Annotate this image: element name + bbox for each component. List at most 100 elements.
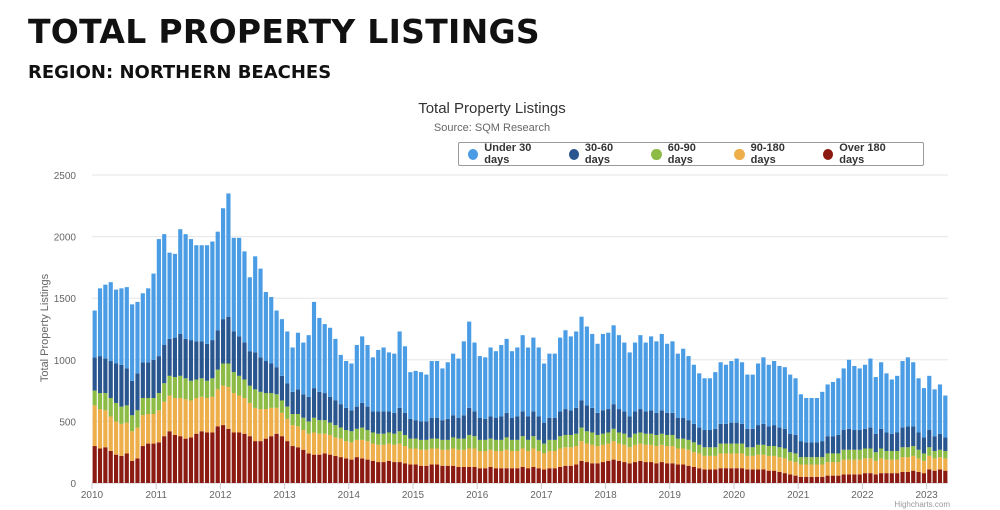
bar-segment[interactable] bbox=[525, 439, 531, 451]
bar-segment[interactable] bbox=[499, 450, 504, 469]
bar-segment[interactable] bbox=[424, 465, 429, 483]
bar-segment[interactable] bbox=[600, 462, 606, 483]
bar-segment[interactable] bbox=[322, 324, 327, 394]
bar-segment[interactable] bbox=[905, 357, 910, 427]
bar-segment[interactable] bbox=[290, 425, 295, 447]
bar-segment[interactable] bbox=[210, 378, 215, 397]
bar-segment[interactable] bbox=[167, 338, 172, 376]
bar-segment[interactable] bbox=[477, 468, 482, 483]
bar-segment[interactable] bbox=[97, 288, 103, 357]
bar-segment[interactable] bbox=[327, 454, 333, 483]
bar-segment[interactable] bbox=[445, 465, 450, 483]
bar-segment[interactable] bbox=[263, 438, 268, 483]
bar-segment[interactable] bbox=[429, 361, 434, 418]
bar-segment[interactable] bbox=[349, 363, 354, 411]
bar-segment[interactable] bbox=[868, 427, 873, 449]
bar-segment[interactable] bbox=[889, 459, 894, 474]
bar-segment[interactable] bbox=[113, 289, 119, 364]
bar-segment[interactable] bbox=[665, 434, 670, 447]
bar-segment[interactable] bbox=[793, 434, 798, 454]
bar-segment[interactable] bbox=[509, 468, 515, 483]
bar-segment[interactable] bbox=[745, 447, 750, 456]
bar-segment[interactable] bbox=[247, 385, 252, 403]
bar-segment[interactable] bbox=[841, 459, 846, 475]
bar-segment[interactable] bbox=[124, 405, 129, 423]
bar-segment[interactable] bbox=[563, 447, 568, 466]
bar-segment[interactable] bbox=[349, 442, 354, 460]
bar-segment[interactable] bbox=[884, 373, 889, 433]
bar-segment[interactable] bbox=[654, 434, 659, 447]
bar-segment[interactable] bbox=[504, 412, 509, 438]
bar-segment[interactable] bbox=[616, 409, 622, 433]
bar-segment[interactable] bbox=[713, 428, 718, 448]
bar-segment[interactable] bbox=[718, 423, 723, 444]
bar-segment[interactable] bbox=[402, 446, 408, 464]
bar-segment[interactable] bbox=[210, 340, 215, 379]
bar-segment[interactable] bbox=[493, 450, 499, 469]
bar-segment[interactable] bbox=[156, 356, 161, 394]
bar-segment[interactable] bbox=[846, 474, 852, 483]
bar-segment[interactable] bbox=[370, 443, 375, 461]
bar-segment[interactable] bbox=[130, 380, 135, 416]
bar-segment[interactable] bbox=[718, 468, 723, 483]
bar-segment[interactable] bbox=[290, 347, 295, 392]
bar-segment[interactable] bbox=[418, 439, 424, 450]
bar-segment[interactable] bbox=[504, 437, 509, 450]
bar-segment[interactable] bbox=[333, 400, 338, 426]
bar-segment[interactable] bbox=[360, 427, 365, 440]
bar-segment[interactable] bbox=[755, 454, 761, 470]
bar-segment[interactable] bbox=[739, 468, 745, 483]
bar-segment[interactable] bbox=[879, 473, 884, 483]
bar-segment[interactable] bbox=[943, 437, 948, 451]
bar-segment[interactable] bbox=[648, 410, 654, 434]
bar-segment[interactable] bbox=[408, 372, 413, 419]
bar-segment[interactable] bbox=[552, 468, 557, 483]
bar-segment[interactable] bbox=[220, 425, 226, 483]
bar-segment[interactable] bbox=[782, 367, 787, 429]
bar-segment[interactable] bbox=[745, 374, 750, 429]
bar-segment[interactable] bbox=[386, 443, 392, 461]
bar-segment[interactable] bbox=[873, 474, 878, 483]
bar-segment[interactable] bbox=[456, 417, 461, 439]
bar-segment[interactable] bbox=[750, 455, 755, 470]
bar-segment[interactable] bbox=[477, 439, 482, 451]
bar-segment[interactable] bbox=[92, 405, 97, 447]
bar-segment[interactable] bbox=[670, 341, 675, 413]
bar-segment[interactable] bbox=[927, 455, 932, 470]
bar-segment[interactable] bbox=[344, 430, 349, 442]
bar-segment[interactable] bbox=[879, 458, 884, 474]
bar-segment[interactable] bbox=[643, 444, 648, 463]
bar-segment[interactable] bbox=[911, 470, 916, 483]
bar-segment[interactable] bbox=[739, 453, 745, 469]
bar-segment[interactable] bbox=[151, 273, 156, 360]
bar-segment[interactable] bbox=[408, 438, 413, 449]
bar-segment[interactable] bbox=[344, 407, 349, 431]
bar-segment[interactable] bbox=[830, 381, 836, 437]
bar-segment[interactable] bbox=[301, 394, 306, 418]
bar-segment[interactable] bbox=[311, 417, 317, 433]
bar-segment[interactable] bbox=[820, 391, 825, 442]
bar-segment[interactable] bbox=[483, 418, 488, 440]
bar-segment[interactable] bbox=[606, 432, 611, 444]
bar-segment[interactable] bbox=[830, 453, 836, 463]
bar-segment[interactable] bbox=[745, 469, 750, 483]
bar-segment[interactable] bbox=[376, 411, 381, 434]
bar-segment[interactable] bbox=[884, 432, 889, 451]
bar-segment[interactable] bbox=[360, 458, 365, 483]
bar-segment[interactable] bbox=[306, 396, 311, 422]
bar-segment[interactable] bbox=[707, 430, 713, 448]
bar-segment[interactable] bbox=[311, 301, 317, 389]
bar-segment[interactable] bbox=[932, 458, 937, 471]
bar-segment[interactable] bbox=[820, 464, 825, 477]
bar-segment[interactable] bbox=[729, 453, 734, 469]
bar-segment[interactable] bbox=[247, 351, 252, 386]
bar-segment[interactable] bbox=[365, 441, 370, 460]
bar-segment[interactable] bbox=[707, 378, 713, 431]
bar-segment[interactable] bbox=[648, 433, 654, 445]
bar-segment[interactable] bbox=[675, 464, 680, 483]
bar-segment[interactable] bbox=[632, 462, 638, 483]
bar-segment[interactable] bbox=[611, 404, 616, 429]
bar-segment[interactable] bbox=[916, 471, 921, 483]
bar-segment[interactable] bbox=[734, 443, 739, 454]
bar-segment[interactable] bbox=[253, 389, 258, 408]
